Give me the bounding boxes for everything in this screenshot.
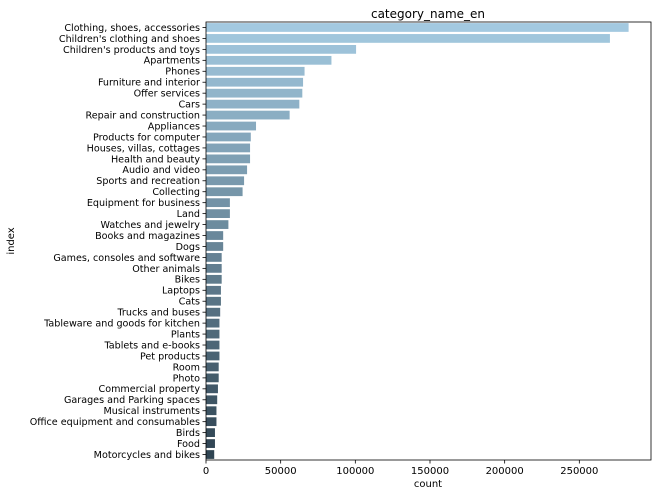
bar xyxy=(206,34,610,43)
bar xyxy=(206,66,305,76)
bar xyxy=(206,274,222,284)
category-label: Phones xyxy=(165,67,200,78)
category-label: Tableware and goods for kitchen xyxy=(43,319,200,330)
category-label: Garages and Parking spaces xyxy=(64,395,200,406)
bar xyxy=(206,165,248,175)
bar xyxy=(206,439,215,448)
category-label: Books and magazines xyxy=(95,231,200,242)
category-label: Offer services xyxy=(134,89,200,100)
bar xyxy=(206,198,230,208)
bar xyxy=(206,428,215,438)
category-label: Clothing, shoes, accessories xyxy=(64,23,200,34)
category-label: Children's products and toys xyxy=(63,45,200,56)
bar xyxy=(206,253,222,262)
x-tick-label: 0 xyxy=(203,466,209,477)
category-label: Plants xyxy=(171,329,200,340)
category-label: Dogs xyxy=(176,242,200,253)
chart-title: category_name_en xyxy=(371,7,485,21)
bar xyxy=(206,242,224,251)
bar xyxy=(206,110,290,120)
bar xyxy=(206,143,251,153)
bar xyxy=(206,373,219,383)
x-tick-label: 150000 xyxy=(411,466,449,477)
bar xyxy=(206,220,229,229)
category-label: Motorcycles and bikes xyxy=(94,450,200,461)
bar xyxy=(206,362,219,372)
category-label: Laptops xyxy=(162,286,200,297)
bar xyxy=(206,44,357,54)
category-label: Repair and construction xyxy=(85,110,200,121)
category-label: Appliances xyxy=(148,121,200,132)
category-label: Watches and jewelry xyxy=(100,220,200,231)
category-label: Commercial property xyxy=(99,384,201,395)
category-label: Pet products xyxy=(140,351,200,362)
bar xyxy=(206,187,243,197)
category-label: Tablets and e-books xyxy=(104,340,200,351)
bar xyxy=(206,77,304,87)
category-label: Other animals xyxy=(132,264,200,275)
x-tick-label: 100000 xyxy=(336,466,374,477)
category-label: Room xyxy=(173,362,200,373)
category-label: Musical instruments xyxy=(103,406,200,417)
bar xyxy=(206,23,629,32)
x-tick-label: 50000 xyxy=(265,466,297,477)
category-label: Collecting xyxy=(152,187,200,198)
x-axis-title: count xyxy=(414,479,442,490)
bar xyxy=(206,307,221,317)
bar xyxy=(206,417,217,427)
category-label: Cats xyxy=(179,297,200,308)
bar xyxy=(206,450,215,459)
bar xyxy=(206,209,230,219)
bar xyxy=(206,395,218,405)
x-tick-label: 200000 xyxy=(486,466,524,477)
category-label: Sports and recreation xyxy=(96,176,200,187)
bar xyxy=(206,132,251,142)
bar xyxy=(206,176,245,186)
category-label: Children's clothing and shoes xyxy=(59,34,200,45)
category-label: Photo xyxy=(173,373,200,384)
category-label: Bikes xyxy=(175,275,200,286)
category-label: Audio and video xyxy=(122,165,200,176)
bar xyxy=(206,384,218,394)
bar xyxy=(206,121,257,131)
bar xyxy=(206,231,224,240)
bar xyxy=(206,351,220,361)
bar xyxy=(206,99,300,109)
bar xyxy=(206,318,220,328)
bar xyxy=(206,406,217,416)
category-label: Products for computer xyxy=(93,132,200,143)
category-label: Office equipment and consumables xyxy=(30,417,200,428)
category-label: Birds xyxy=(176,428,200,439)
bar xyxy=(206,296,221,306)
x-axis-ticks: 0 50000 100000 150000 200000 250000 xyxy=(203,460,598,477)
category-label: Furniture and interior xyxy=(98,78,200,89)
category-label: Food xyxy=(177,439,200,450)
bar xyxy=(206,329,220,339)
category-label: Apartments xyxy=(144,56,200,67)
bar xyxy=(206,88,303,98)
plot-frame xyxy=(205,21,652,461)
bar xyxy=(206,340,220,350)
category-label: Cars xyxy=(178,100,200,111)
bar xyxy=(206,55,332,65)
category-label: Health and beauty xyxy=(111,154,200,165)
bars-layer xyxy=(206,23,629,459)
bar xyxy=(206,263,222,273)
category-label: Trucks and buses xyxy=(116,308,200,319)
category-label: Games, consoles and software xyxy=(53,253,200,264)
bar xyxy=(206,154,251,164)
x-tick-label: 250000 xyxy=(560,466,598,477)
category-label: Houses, villas, cottages xyxy=(87,143,200,154)
y-axis-title: index xyxy=(6,227,17,254)
bar xyxy=(206,285,221,295)
category-label: Equipment for business xyxy=(87,198,200,209)
category-label: Land xyxy=(177,209,200,220)
